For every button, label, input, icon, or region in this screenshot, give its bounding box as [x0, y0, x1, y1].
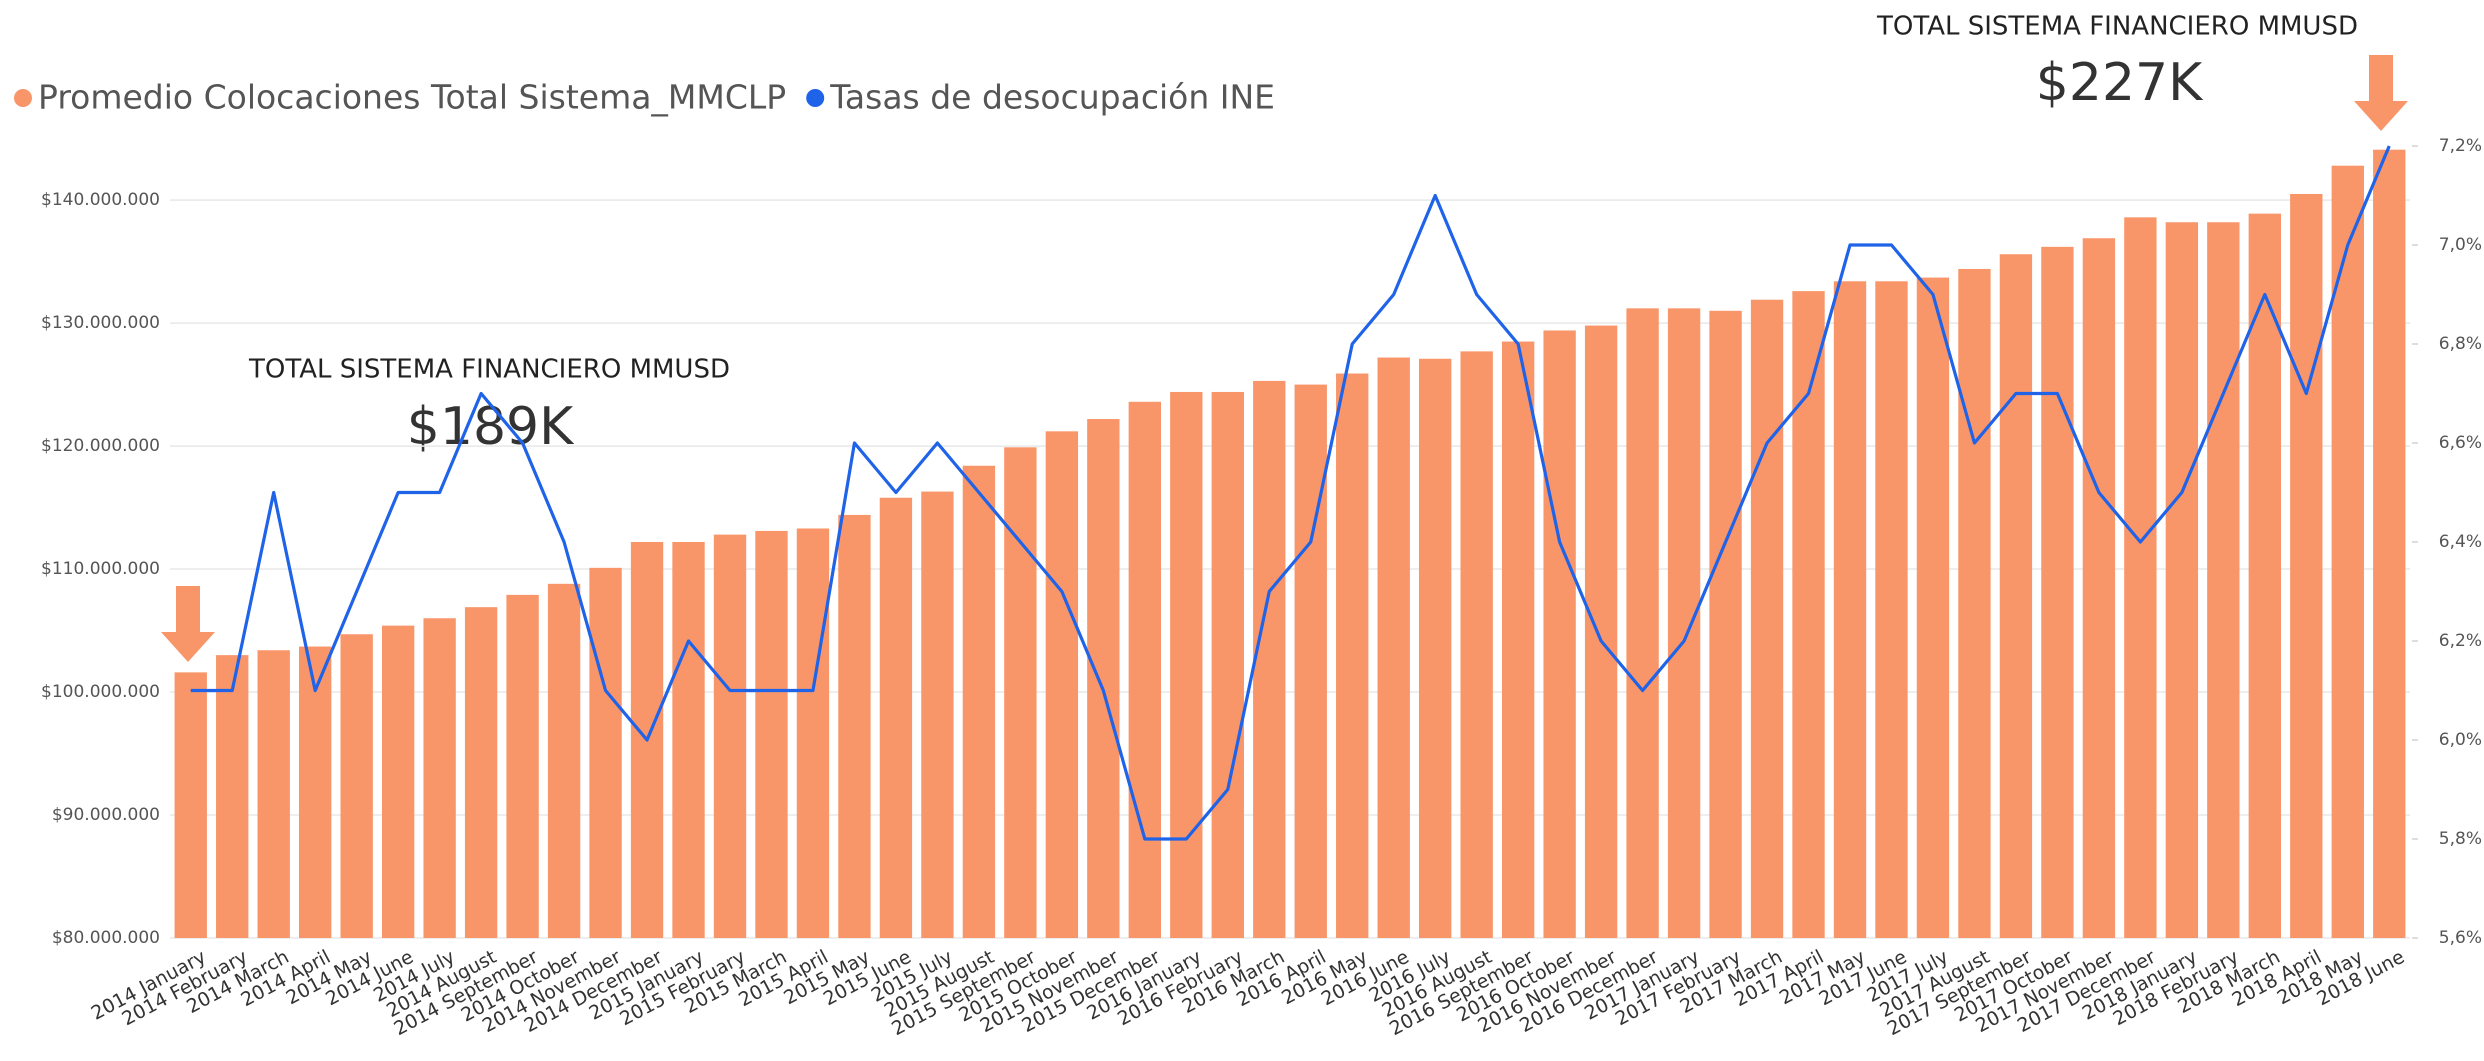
y2-tick-label: 7,2% — [2439, 136, 2482, 156]
bar — [1377, 357, 1410, 938]
bar — [1045, 431, 1079, 938]
y2-tick-label: 6,4% — [2439, 532, 2482, 552]
bar — [755, 530, 788, 938]
bar — [1999, 254, 2033, 938]
legend-label: Tasas de desocupación INE — [829, 78, 1275, 117]
bar — [2082, 238, 2116, 938]
y-tick-label: $90.000.000 — [52, 805, 160, 825]
bar — [2373, 149, 2406, 938]
legend-marker — [14, 89, 32, 107]
y2-tick-label: 6,6% — [2439, 433, 2482, 453]
bar — [2248, 213, 2281, 938]
bar — [1875, 281, 1908, 938]
y-tick-label: $120.000.000 — [41, 436, 160, 456]
y-tick-label: $140.000.000 — [41, 190, 160, 210]
bar — [547, 583, 581, 938]
bar — [1626, 308, 1659, 938]
bar — [2331, 165, 2364, 939]
line — [190, 145, 2391, 841]
bar — [1543, 330, 1576, 938]
bar — [1833, 281, 1867, 938]
bar — [589, 567, 622, 938]
bar — [1336, 373, 1369, 939]
bar — [1004, 447, 1037, 938]
bar — [340, 634, 373, 938]
annotation-title: TOTAL SISTEMA FINANCIERO MMUSD — [1876, 12, 2358, 42]
bar — [299, 646, 332, 938]
legend-label: Promedio Colocaciones Total Sistema_MMCL… — [38, 78, 786, 117]
bar — [1667, 308, 1701, 938]
bar — [1792, 291, 1825, 938]
bar — [1128, 401, 1161, 938]
bar — [2207, 222, 2240, 939]
bar — [672, 542, 705, 938]
bar — [1253, 380, 1286, 938]
bar — [1294, 384, 1327, 938]
bar — [713, 534, 747, 938]
bar — [1501, 341, 1535, 938]
bar — [464, 607, 498, 938]
bar — [1709, 310, 1742, 938]
y-tick-label: $130.000.000 — [41, 313, 160, 333]
arrow — [161, 586, 215, 662]
annotation-title: TOTAL SISTEMA FINANCIERO MMUSD — [248, 355, 730, 385]
bar — [796, 528, 830, 938]
arrow — [2354, 55, 2408, 131]
y-tick-label: $100.000.000 — [41, 682, 160, 702]
bar — [1750, 299, 1784, 939]
y2-tick-label: 5,6% — [2439, 928, 2482, 948]
bar — [506, 594, 539, 938]
annotation-value: $227K — [2036, 53, 2204, 113]
y2-tick-label: 6,2% — [2439, 631, 2482, 651]
y2-tick-label: 6,0% — [2439, 730, 2482, 750]
bar — [1087, 419, 1120, 938]
bar — [1170, 391, 1203, 938]
y2-tick-label: 5,8% — [2439, 829, 2482, 849]
bar — [879, 497, 913, 938]
y-tick-label: $80.000.000 — [52, 928, 160, 948]
bar — [2041, 246, 2074, 938]
bar — [1584, 325, 1618, 938]
y2-tick-label: 7,0% — [2439, 235, 2482, 255]
y-tick-label: $110.000.000 — [41, 559, 160, 579]
bar — [838, 514, 871, 938]
bar — [2290, 193, 2323, 938]
bar — [1958, 268, 1991, 939]
bar — [423, 618, 456, 938]
bar — [921, 491, 954, 938]
bar — [1460, 351, 1493, 938]
bar — [381, 625, 415, 938]
bar — [2124, 217, 2157, 938]
bar — [962, 465, 996, 938]
bar — [1211, 391, 1244, 938]
bar — [216, 655, 249, 938]
y2-tick-label: 6,8% — [2439, 334, 2482, 354]
bar — [257, 650, 290, 938]
bar — [1419, 358, 1452, 938]
bar — [174, 672, 207, 938]
bar — [2165, 222, 2199, 939]
bar — [1916, 277, 1950, 938]
legend-marker — [806, 89, 825, 107]
